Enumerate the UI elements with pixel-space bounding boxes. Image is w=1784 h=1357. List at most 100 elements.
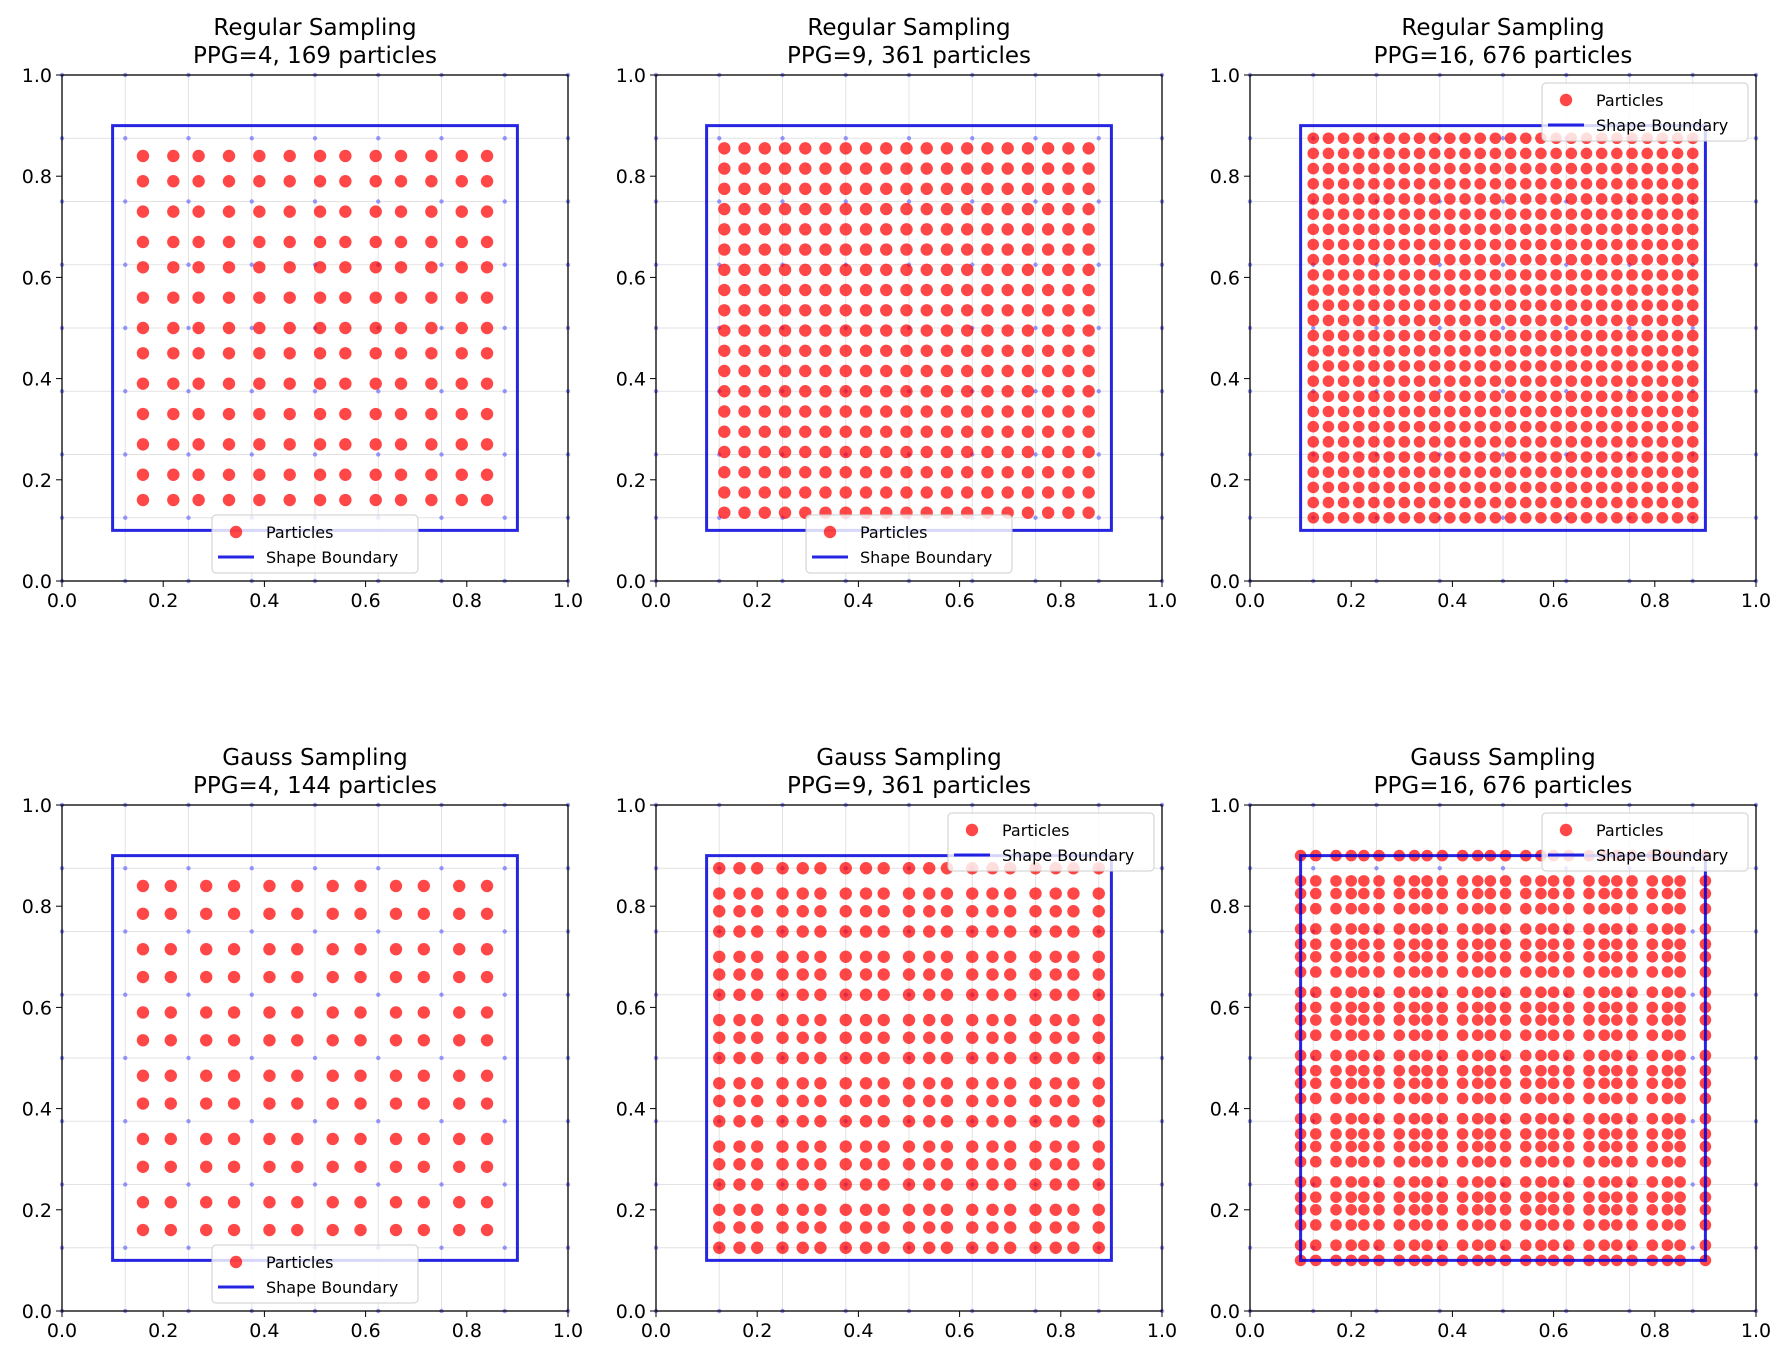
- particle-point: [1307, 177, 1320, 190]
- particle-point: [1393, 1001, 1406, 1014]
- particle-point: [1330, 902, 1342, 915]
- legend-particle-marker: [823, 525, 837, 539]
- particle-point: [1330, 1191, 1342, 1203]
- particle-point: [1611, 951, 1623, 963]
- particle-point: [1428, 481, 1441, 494]
- particle-point: [1499, 902, 1512, 915]
- particle-point: [1352, 314, 1365, 327]
- particle-point: [758, 223, 771, 236]
- particle-point: [1383, 496, 1395, 509]
- particle-point: [900, 466, 913, 479]
- particle-point: [1535, 284, 1547, 296]
- particle-point: [718, 425, 731, 438]
- particle-point: [200, 1196, 213, 1209]
- particle-point: [718, 486, 731, 499]
- particle-point: [1550, 238, 1562, 251]
- particle-point: [1352, 269, 1365, 281]
- particle-point: [1661, 1029, 1674, 1042]
- particle-point: [859, 1158, 873, 1171]
- particle-point: [1352, 481, 1365, 494]
- particle-point: [981, 304, 994, 317]
- particle-point: [940, 1115, 954, 1128]
- particle-point: [960, 263, 974, 277]
- particle-point: [1456, 1204, 1469, 1216]
- particle-point: [1535, 147, 1547, 160]
- particle-point: [751, 1178, 764, 1191]
- particle-point: [1383, 405, 1395, 418]
- particle-point: [900, 445, 913, 459]
- grid-node: [1437, 866, 1442, 871]
- grid-node: [1500, 866, 1506, 871]
- particle-point: [1562, 1219, 1575, 1231]
- particle-point: [819, 344, 832, 357]
- particle-point: [417, 1132, 430, 1146]
- particle-point: [1535, 375, 1547, 387]
- particle-point: [354, 1132, 367, 1146]
- particle-point: [339, 291, 352, 304]
- particle-point: [1661, 1204, 1674, 1216]
- particle-point: [1671, 162, 1684, 175]
- particle-point: [1398, 451, 1411, 463]
- particle-point: [1519, 284, 1532, 296]
- particle-point: [1436, 887, 1449, 900]
- particle-point: [1674, 875, 1686, 887]
- particle-point: [1598, 1014, 1610, 1026]
- particle-point: [920, 486, 933, 499]
- particle-point: [389, 970, 403, 984]
- particle-point: [1398, 344, 1411, 357]
- particle-point: [1550, 481, 1562, 494]
- particle-point: [1583, 1219, 1595, 1231]
- particle-point: [1309, 1014, 1322, 1026]
- particle-point: [1661, 1001, 1674, 1014]
- particle-point: [1535, 436, 1547, 448]
- particle-point: [455, 235, 468, 249]
- particle-point: [263, 1097, 276, 1110]
- particle-point: [1421, 1239, 1433, 1252]
- particle-point: [1547, 1112, 1560, 1125]
- particle-point: [966, 1094, 979, 1108]
- particle-point: [1471, 875, 1484, 887]
- particle-point: [814, 1013, 827, 1027]
- particle-point: [1444, 436, 1456, 448]
- particle-point: [1459, 405, 1471, 418]
- particle-point: [1626, 147, 1638, 160]
- y-tick-label: 1.0: [616, 65, 646, 87]
- particle-point: [1398, 496, 1411, 509]
- particle-point: [313, 175, 327, 188]
- particle-point: [164, 943, 177, 956]
- particle-point: [1358, 1128, 1370, 1140]
- particle-point: [1656, 405, 1669, 418]
- subplot-subtitle: PPG=9, 361 particles: [787, 773, 1031, 799]
- particle-point: [1373, 1064, 1385, 1077]
- particle-point: [940, 1221, 954, 1234]
- particle-point: [940, 1203, 954, 1217]
- subplot-subtitle: PPG=9, 361 particles: [787, 43, 1031, 69]
- particle-point: [880, 142, 893, 155]
- particle-point: [1671, 436, 1684, 448]
- particle-point: [799, 324, 812, 337]
- particle-point: [1373, 1176, 1385, 1188]
- particle-point: [902, 950, 916, 963]
- grid-node: [502, 389, 507, 394]
- particle-point: [313, 149, 327, 163]
- particle-point: [1330, 938, 1342, 950]
- particle-point: [738, 304, 751, 317]
- particle-point: [1611, 887, 1623, 900]
- particle-point: [1393, 1064, 1406, 1077]
- particle-point: [1307, 375, 1320, 387]
- legend-box: [1541, 812, 1749, 872]
- particle-point: [1373, 1204, 1385, 1216]
- particle-point: [1661, 1077, 1674, 1090]
- grid-node: [1690, 1119, 1695, 1124]
- particle-point: [1062, 162, 1075, 175]
- particle-point: [1345, 1219, 1357, 1231]
- particle-point: [839, 862, 852, 875]
- particle-point: [940, 243, 954, 256]
- particle-point: [1352, 177, 1365, 190]
- particle-point: [1519, 329, 1532, 342]
- particle-point: [733, 1221, 746, 1234]
- particle-point: [986, 1221, 999, 1234]
- particle-point: [839, 182, 852, 196]
- particle-point: [1547, 1176, 1560, 1188]
- particle-point: [1413, 162, 1426, 175]
